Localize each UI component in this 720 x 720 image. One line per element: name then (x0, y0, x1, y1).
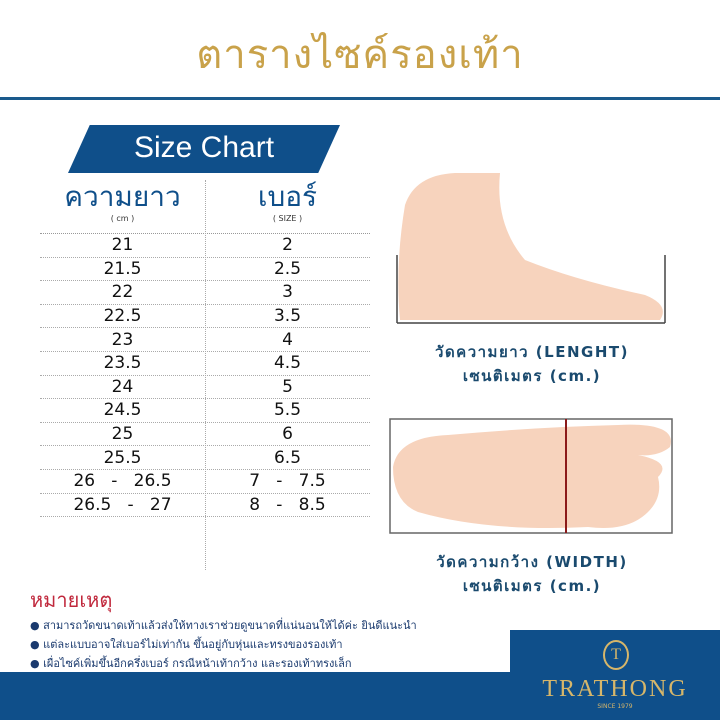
length-cell: 25.5 (103, 447, 142, 468)
foot-top-illustration (389, 418, 673, 534)
logo-mark: T (603, 640, 629, 670)
header-size: เบอร์( SIZE ) (205, 180, 370, 233)
size-cell: 6.5 (273, 447, 302, 468)
size-cell: 2.5 (273, 258, 302, 279)
size-cell: 4 (282, 329, 293, 350)
length-cell: 24.5 (103, 400, 142, 421)
length-cell: 23 (111, 329, 134, 350)
length-cell: 22 (111, 282, 134, 303)
caption-line: เซนติเมตร (cm.) (462, 577, 602, 595)
length-cell: 23.5 (103, 353, 142, 374)
length-cell: 26 - 26.5 (73, 471, 172, 492)
size-cell: 6 (282, 424, 293, 445)
caption-line: เซนติเมตร (cm.) (462, 367, 602, 385)
length-cell: 25 (111, 424, 134, 445)
banner-text: Size Chart (133, 131, 275, 164)
size-cell: 5.5 (273, 400, 302, 421)
size-table: ความยาว( cm ) เบอร์( SIZE ) 21 2 21.5 2.5 22… (40, 180, 370, 518)
length-cell: 21 (111, 235, 134, 256)
table-header: ความยาว( cm ) เบอร์( SIZE ) (40, 180, 370, 234)
length-cell: 22.5 (103, 306, 142, 327)
header-label: ความยาว (64, 180, 181, 213)
logo-since: SINCE 1979 (597, 703, 633, 710)
note-text: แต่ละแบบอาจใส่เบอร์ไม่เท่ากัน ขึ้นอยู่กั… (43, 638, 343, 651)
size-cell: 3.5 (273, 306, 302, 327)
page-title: ตารางไซค์รองเท้า (196, 32, 524, 78)
header-label: เบอร์ (257, 180, 318, 213)
length-cell: 21.5 (103, 258, 142, 279)
header-unit: ( SIZE ) (272, 214, 303, 223)
brand-logo: T TRATHONG SINCE 1979 (510, 630, 720, 720)
note-item: ● แต่ละแบบอาจใส่เบอร์ไม่เท่ากัน ขึ้นอยู่… (30, 638, 343, 651)
size-cell: 8 - 8.5 (249, 494, 326, 515)
logo-name: TRATHONG (542, 676, 688, 702)
size-cell: 7 - 7.5 (249, 471, 326, 492)
size-chart-banner: Size Chart (68, 125, 340, 173)
caption-line: วัดความยาว (LENGHT) (435, 343, 629, 361)
length-cell: 26.5 - 27 (73, 494, 172, 515)
size-cell: 2 (282, 235, 293, 256)
note-text: สามารถวัดขนาดเท้าแล้วส่งให้ทางเราช่วยดูข… (43, 619, 417, 632)
header-unit: ( cm ) (110, 214, 135, 223)
size-cell: 3 (282, 282, 293, 303)
note-item: ● สามารถวัดขนาดเท้าแล้วส่งให้ทางเราช่วยด… (30, 619, 417, 632)
note-item: ● เผื่อไซค์เพิ่มขึ้นอีกครึ่งเบอร์ กรณีหน… (30, 657, 352, 670)
size-cell: 5 (282, 376, 293, 397)
header-length: ความยาว( cm ) (40, 180, 205, 233)
divider (0, 97, 720, 100)
notes-title: หมายเหตุ (30, 588, 113, 612)
foot-side-illustration (396, 173, 666, 324)
note-text: เผื่อไซค์เพิ่มขึ้นอีกครึ่งเบอร์ กรณีหน้า… (43, 657, 352, 670)
notes: หมายเหตุ ● สามารถวัดขนาดเท้าแล้วส่งให้ทา… (30, 584, 417, 673)
column-divider (205, 180, 206, 570)
size-cell: 4.5 (273, 353, 302, 374)
length-caption: วัดความยาว (LENGHT) เซนติเมตร (cm.) (382, 340, 682, 388)
caption-line: วัดความกว้าง (WIDTH) (436, 553, 628, 571)
width-caption: วัดความกว้าง (WIDTH) เซนติเมตร (cm.) (382, 550, 682, 598)
length-cell: 24 (111, 376, 134, 397)
